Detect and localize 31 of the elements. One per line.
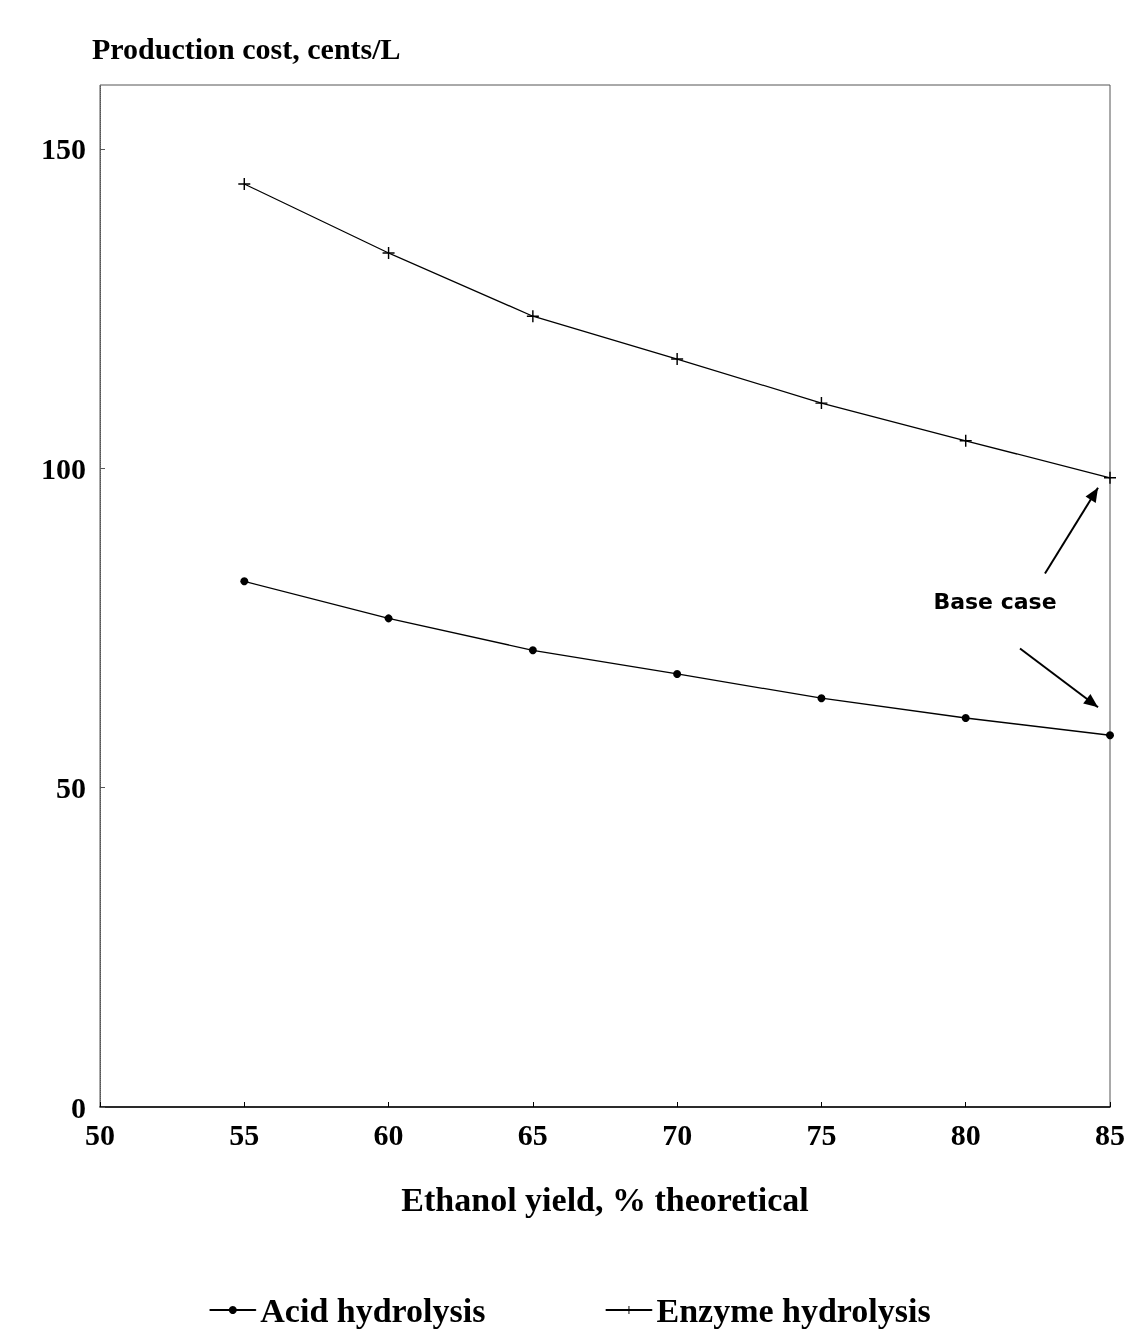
x-axis-title: Ethanol yield, % theoretical: [401, 1180, 809, 1218]
point: [817, 694, 826, 703]
point: [671, 353, 684, 366]
point: [959, 434, 972, 447]
legend-label: Enzyme hydrolysis: [656, 1291, 931, 1329]
y-axis-title: Production cost, cents/L: [92, 31, 401, 65]
x-tick-label: 55: [229, 1117, 260, 1151]
point: [240, 577, 249, 586]
point: [1104, 471, 1116, 484]
point: [1106, 731, 1114, 740]
x-tick-label: 50: [85, 1117, 115, 1151]
point: [528, 646, 537, 655]
annotation: Base case: [933, 588, 1057, 614]
y-tick-label: 150: [41, 132, 86, 166]
x-tick-label: 70: [662, 1117, 693, 1151]
point: [961, 714, 970, 722]
point: [382, 246, 395, 259]
x-tick-label: 80: [950, 1117, 981, 1151]
point: [673, 669, 682, 678]
x-tick-label: 65: [517, 1117, 548, 1151]
x-tick-label: 60: [373, 1117, 404, 1151]
point: [526, 310, 539, 323]
x-tick-label: 75: [806, 1117, 837, 1151]
point: [815, 397, 828, 410]
y-tick-label: 100: [41, 451, 86, 485]
legend-label: Acid hydrolysis: [260, 1291, 486, 1329]
y-tick-label: 50: [56, 771, 86, 805]
point: [384, 614, 393, 623]
x-tick-label: 85: [1095, 1117, 1125, 1151]
point: [238, 178, 251, 191]
y-tick-label: 0: [71, 1090, 86, 1124]
